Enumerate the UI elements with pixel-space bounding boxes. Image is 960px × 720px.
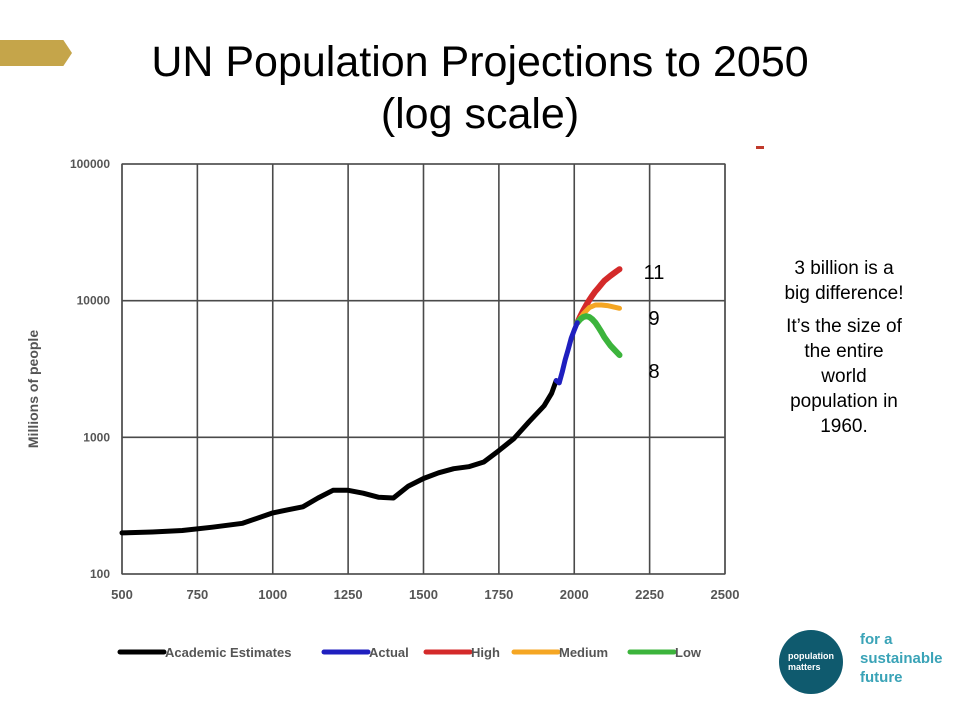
- projection-label-high: 11: [643, 262, 665, 284]
- projection-label-medium: 9: [648, 308, 660, 330]
- x-tick-labels: 500 750 1000 1250 1500 1750 2000 2250 2500: [111, 587, 739, 602]
- side-note-line-1: 3 billion is a big difference!: [784, 258, 904, 304]
- series-line-low: [574, 313, 623, 359]
- projection-label-low: 8: [648, 361, 660, 383]
- logo-text-2: matters: [788, 662, 821, 672]
- y-axis-label: Millions of people: [25, 330, 41, 448]
- legend-label: High: [471, 645, 500, 660]
- chart-legend: Academic Estimates Actual High Medium Low: [117, 645, 702, 660]
- side-note: 3 billion is a big difference! It’s the …: [782, 256, 906, 447]
- logo-tagline: for a sustainable future: [860, 630, 956, 687]
- chart-grid: [121, 163, 726, 575]
- population-matters-logo: population matters: [779, 630, 843, 694]
- x-tick-label: 1000: [258, 587, 287, 602]
- title-line-2: (log scale): [380, 90, 580, 138]
- tagline-line-1: for a: [860, 631, 893, 648]
- y-tick-label: 1000: [83, 430, 110, 444]
- title-line-1: UN Population Projections to 2050: [151, 38, 809, 86]
- chart-series: [119, 266, 623, 536]
- x-tick-label: 500: [111, 587, 133, 602]
- series-line-academic-estimates: [119, 378, 559, 536]
- series-line-actual: [553, 320, 580, 386]
- tagline-line-3: future: [860, 669, 903, 686]
- logo-text-1: population: [788, 651, 834, 661]
- side-note-line-2: It’s the size of the entire world popula…: [786, 316, 902, 437]
- x-tick-label: 2500: [711, 587, 740, 602]
- population-chart: 500 750 1000 1250 1500 1750 2000 2250 2500 10010…: [25, 157, 739, 660]
- legend-label: Low: [675, 645, 702, 660]
- series-line-medium: [574, 302, 622, 326]
- y-tick-label: 100: [90, 567, 110, 581]
- y-tick-label: 100000: [70, 157, 110, 171]
- x-tick-label: 1750: [484, 587, 513, 602]
- tagline-line-2: sustainable: [860, 650, 943, 667]
- x-tick-label: 2250: [635, 587, 664, 602]
- accent-tab: [0, 40, 72, 66]
- legend-label: Medium: [559, 645, 608, 660]
- x-tick-label: 1500: [409, 587, 438, 602]
- page-title: UN Population Projections to 2050 (log s…: [90, 36, 870, 140]
- y-tick-label: 10000: [77, 294, 111, 308]
- x-tick-label: 1250: [334, 587, 363, 602]
- legend-label: Academic Estimates: [165, 645, 291, 660]
- red-tick-mark: [756, 146, 764, 149]
- legend-label: Actual: [369, 645, 409, 660]
- y-tick-labels: 100 1000 10000 100000: [70, 157, 110, 581]
- x-tick-label: 750: [187, 587, 209, 602]
- x-tick-label: 2000: [560, 587, 589, 602]
